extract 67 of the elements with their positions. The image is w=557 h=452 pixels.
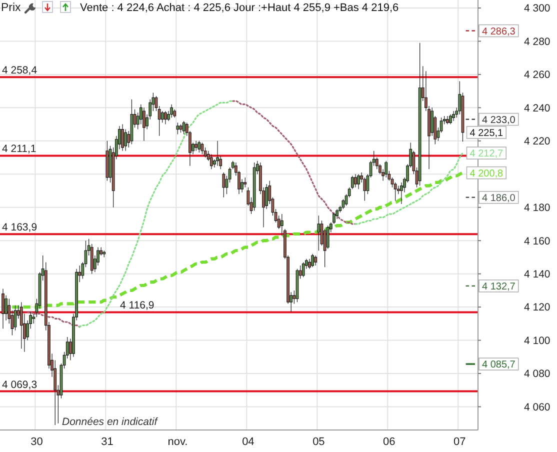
data-label: 4 085,7: [482, 360, 516, 371]
ref-line-label: 4 163,9: [2, 222, 38, 234]
candlestick: [176, 122, 180, 135]
ref-line-label: 4 069,3: [2, 378, 38, 391]
candlestick: [354, 174, 357, 188]
ref-line-label: 4 211,1: [2, 143, 36, 156]
candlestick: [194, 140, 198, 152]
ref-line-label: 4 116,9: [120, 300, 154, 312]
candlestick: [311, 254, 314, 268]
candlestick: [170, 104, 174, 118]
y-tick-label: 4 160: [524, 235, 550, 248]
candlestick: [418, 42, 422, 186]
y-tick-label: 4 180: [524, 202, 550, 214]
candlestick: [302, 262, 305, 278]
x-tick-label: 06: [383, 436, 396, 448]
y-tick-label: 4 060: [524, 401, 550, 414]
data-label: 4 132,7: [482, 281, 516, 292]
y-tick-label: 4 120: [524, 302, 550, 314]
candlestick: [317, 215, 320, 251]
x-tick-label: 04: [242, 436, 254, 448]
candlestick: [179, 124, 182, 133]
y-tick-label: 4 140: [524, 268, 550, 280]
y-tick-label: 4 240: [524, 102, 550, 114]
ref-line-label: 4 258,4: [2, 64, 38, 77]
y-tick-label: 4 100: [524, 334, 550, 347]
annotation: Données en indicatif: [62, 416, 158, 428]
candlestick: [384, 160, 388, 178]
chart-title: Vente : 4 224,6 Achat : 4 225,6 Jour :+Haut 4 255,9 +Bas 4 219,6: [80, 2, 399, 14]
candlestick: [164, 110, 167, 125]
candlestick: [106, 140, 109, 182]
x-tick-label: 31: [101, 436, 114, 448]
y-tick-label: 4 260: [524, 69, 550, 82]
candlestick: [102, 250, 106, 258]
candlestick: [216, 140, 219, 166]
candlestick: [452, 110, 455, 122]
candlestick: [2, 288, 4, 329]
y-tick-label: 4 280: [524, 36, 550, 48]
data-label: 4 212,7: [470, 148, 504, 160]
candlestick: [142, 107, 146, 142]
candlestick: [210, 154, 213, 170]
text: 4 225,1: [470, 128, 504, 139]
data-label: 4 233,0: [482, 114, 516, 126]
candlestick: [200, 142, 204, 155]
candlestick: [314, 255, 318, 266]
line-series: [10, 171, 464, 309]
y-tick-label: 4 220: [524, 136, 550, 148]
candlestick: [252, 162, 256, 211]
data-label: 4 186,0: [482, 192, 516, 204]
data-label: 4 286,3: [482, 26, 516, 38]
y-tick-label: 4 080: [524, 368, 550, 380]
x-tick-label: 05: [312, 436, 325, 448]
candlestick: [222, 172, 226, 198]
candlestick: [446, 116, 449, 125]
chart-subtitle: Prix: [1, 2, 22, 14]
candlestick: [449, 114, 452, 125]
candlestick: [124, 128, 128, 152]
data-label: 4 200,8: [470, 168, 504, 180]
candlestick: [130, 99, 134, 145]
candlestick: [20, 302, 23, 349]
x-tick-label: nov.: [168, 436, 188, 448]
candlestick: [198, 140, 201, 153]
y-tick-label: 4 300: [524, 2, 550, 15]
candlestick: [357, 174, 360, 190]
candlestick: [121, 124, 124, 152]
x-tick-label: 07: [454, 436, 466, 448]
candlestick: [182, 120, 186, 135]
x-tick-label: 30: [30, 436, 43, 448]
